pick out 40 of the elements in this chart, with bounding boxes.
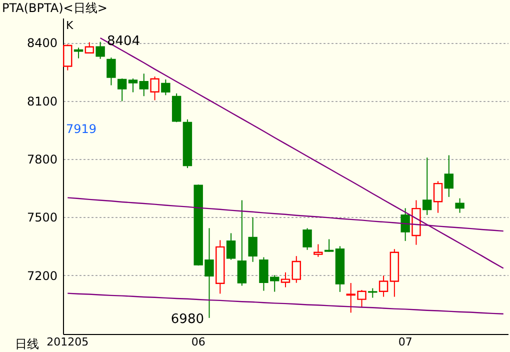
- candlestick: [237, 200, 247, 286]
- candlestick: [139, 73, 148, 97]
- candlestick: [150, 76, 160, 101]
- candlestick: [444, 154, 454, 198]
- y-tick-label: 7200: [26, 268, 58, 283]
- candlestick: [455, 198, 464, 214]
- candlestick: [292, 256, 301, 284]
- candlestick: [106, 57, 116, 86]
- candlestick: [433, 180, 443, 214]
- candlestick: [74, 47, 84, 59]
- candlestick: [128, 78, 138, 93]
- annotation: 8404: [107, 34, 140, 49]
- annotation: K: [66, 19, 74, 32]
- candlestick: [302, 228, 312, 250]
- candlestick: [226, 232, 236, 260]
- candlestick: [314, 244, 323, 258]
- candlestick: [63, 44, 72, 71]
- candlestick: [96, 41, 105, 60]
- y-tick-label: 7500: [26, 210, 58, 225]
- line-series: [67, 292, 504, 314]
- candlestick: [368, 288, 378, 298]
- annotation: 7919: [66, 122, 97, 136]
- x-tick-label: 07: [398, 336, 412, 348]
- candlestick: [422, 157, 432, 216]
- candlestick: [400, 208, 410, 242]
- y-tick-label: 8400: [26, 36, 58, 50]
- candlestick: [248, 216, 258, 262]
- y-tick-label: 7800: [26, 152, 58, 166]
- annotation: 6980: [170, 312, 204, 327]
- x-tick-label: 201205: [46, 336, 89, 348]
- candlestick: [378, 275, 388, 298]
- x-tick-label: 06: [191, 336, 206, 348]
- chart-title: PTA(BPTA)<日线>: [2, 1, 108, 15]
- candlestick: [324, 238, 334, 252]
- candlestick: [117, 78, 127, 102]
- x-axis-title: 日线: [15, 337, 39, 351]
- candlestick: [161, 78, 170, 96]
- candlestick: [280, 272, 290, 288]
- candlestick: [84, 42, 94, 54]
- y-tick-label: 8100: [26, 94, 58, 108]
